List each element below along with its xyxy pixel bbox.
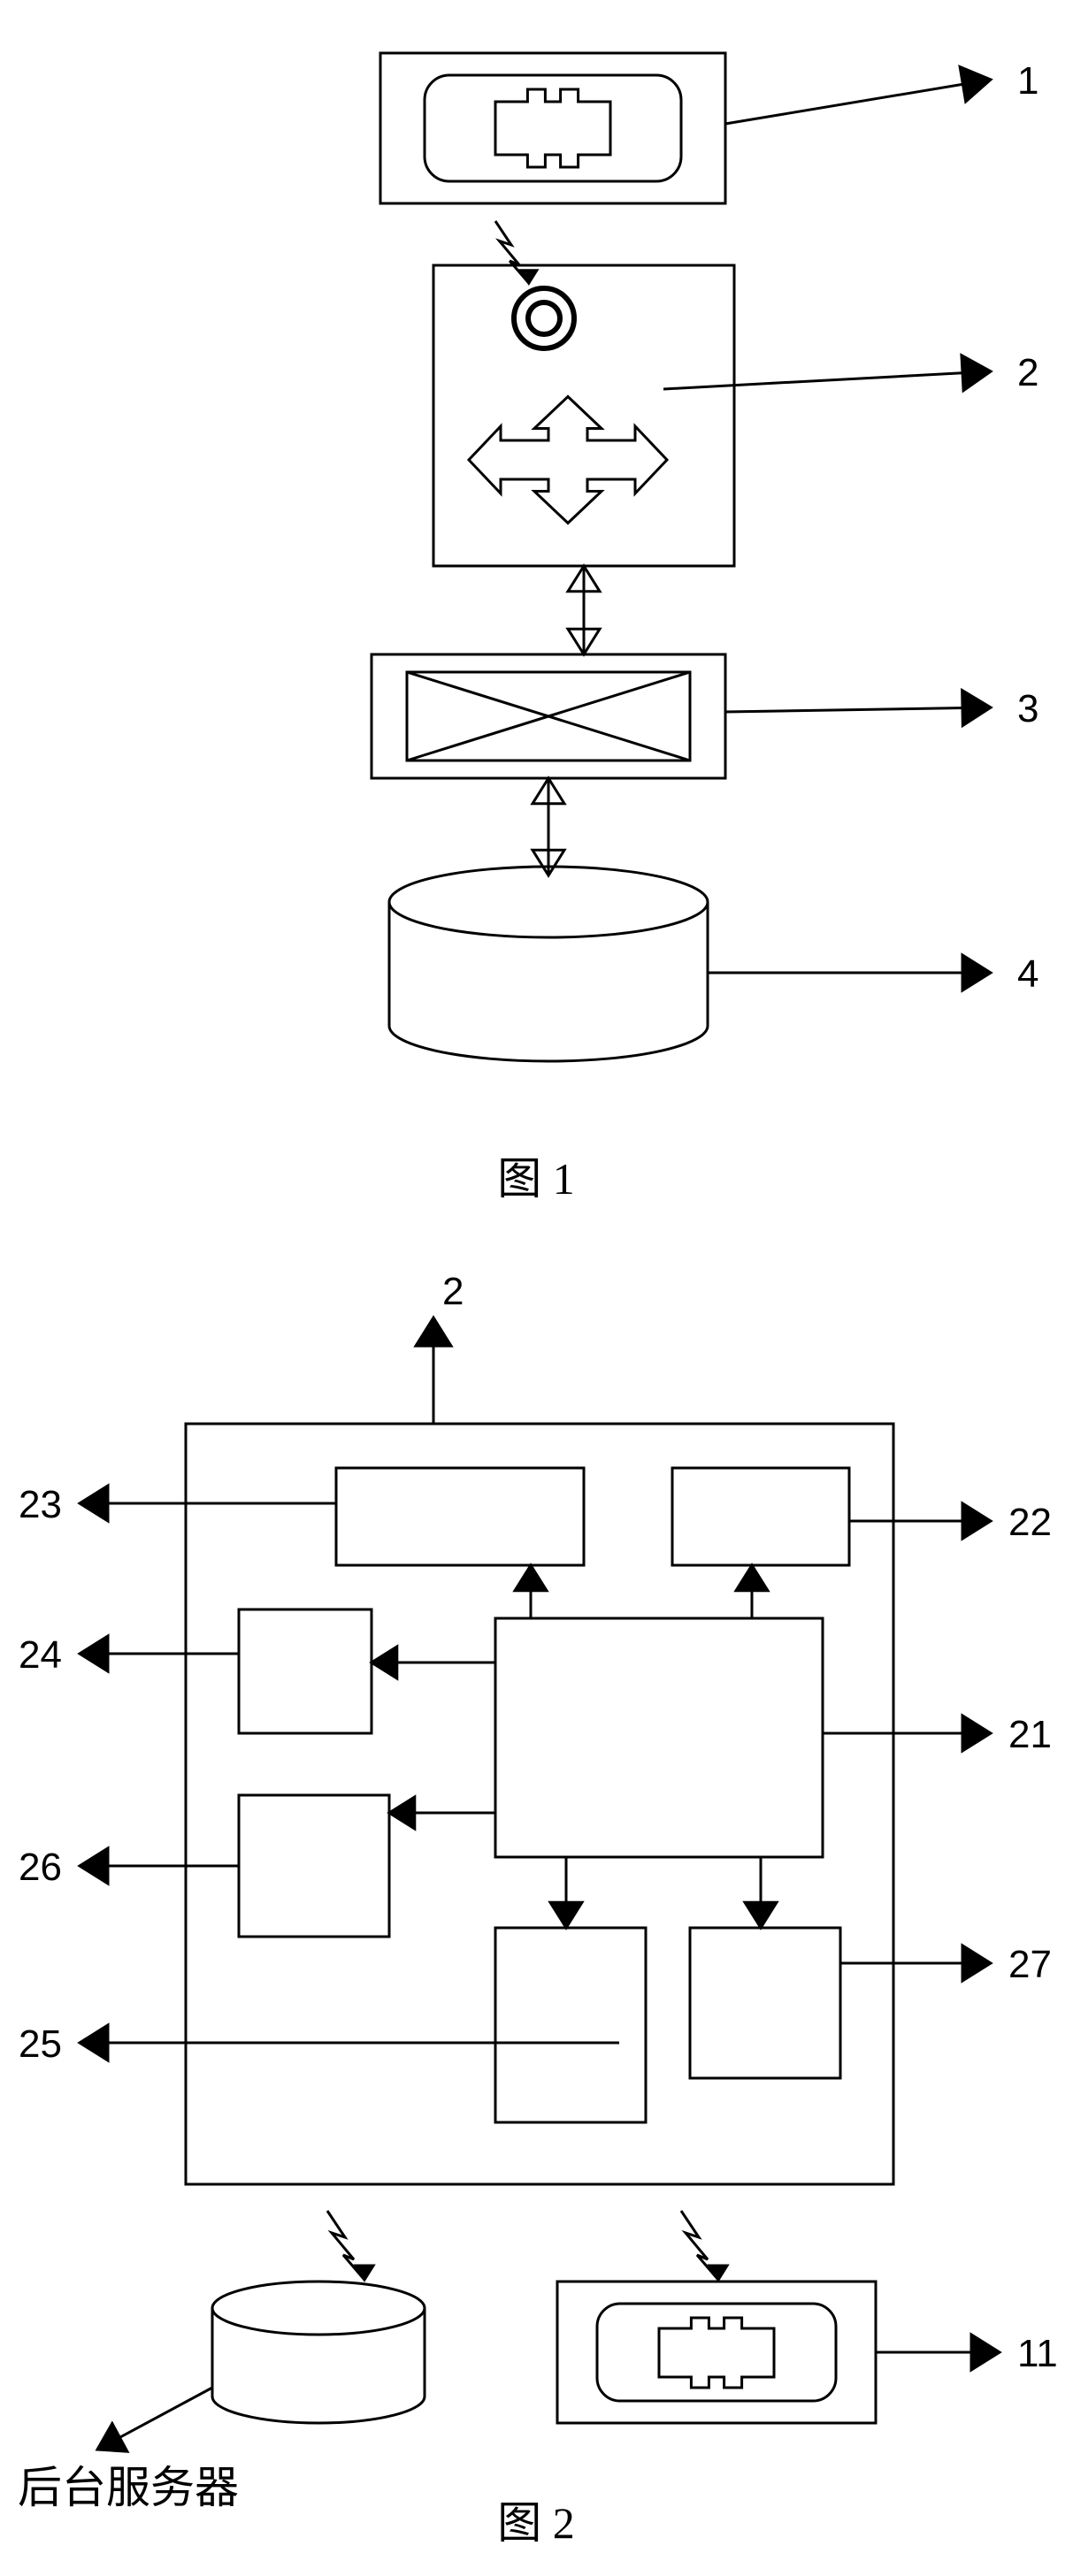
box-25: [495, 1928, 646, 2122]
label-4: 4: [1017, 952, 1039, 996]
box-26: [239, 1795, 389, 1937]
diagram-canvas: 1234图 1223222421262725后台服务器11图 2: [0, 0, 1073, 2576]
label-2: 2: [1017, 351, 1039, 394]
server-label: 后台服务器: [18, 2463, 239, 2512]
label-23: 23: [19, 1483, 62, 1526]
figure-1-caption: 图 1: [497, 1154, 575, 1204]
label-21: 21: [1008, 1713, 1052, 1756]
label-25: 25: [19, 2022, 62, 2066]
box-21: [495, 1618, 823, 1857]
box-27: [690, 1928, 840, 2078]
block-1-mid: [425, 75, 681, 181]
label-22: 22: [1008, 1501, 1052, 1544]
label-3: 3: [1017, 687, 1039, 730]
figure-2: 2 23 22 24 21 26 27 25 后台服务器 11 图 2: [18, 1270, 1058, 2548]
box-22: [672, 1468, 849, 1565]
box-24: [239, 1609, 372, 1733]
label-1: 1: [1017, 59, 1039, 103]
label-27: 27: [1008, 1943, 1052, 1986]
figure-2-caption: 图 2: [497, 2498, 575, 2548]
block-2-rect: [433, 265, 734, 566]
box-23: [336, 1468, 584, 1565]
label-24: 24: [19, 1633, 62, 1677]
label-11: 11: [1017, 2332, 1058, 2375]
label-26: 26: [19, 1846, 62, 1889]
figure-1: 1 2 3 4 图 1: [372, 53, 1039, 1204]
label-2-top: 2: [442, 1270, 464, 1313]
donut-outer: [514, 288, 574, 348]
big-box: [186, 1424, 893, 2184]
